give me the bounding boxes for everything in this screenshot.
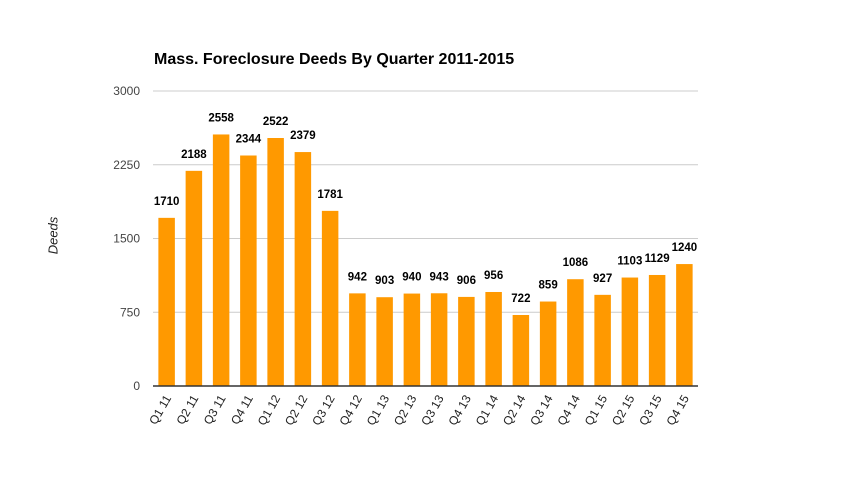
data-label: 722: [511, 293, 530, 305]
x-tick-label: Q4 14: [554, 392, 583, 428]
bar: [430, 293, 448, 386]
y-tick-label: 750: [120, 305, 140, 319]
data-label: 1710: [154, 196, 180, 208]
data-label: 940: [402, 272, 421, 284]
bar: [267, 138, 284, 386]
x-tick-label: Q2 15: [609, 392, 638, 428]
y-tick-label: 3000: [113, 84, 140, 98]
data-label: 927: [593, 273, 612, 285]
data-label: 956: [484, 270, 503, 282]
bar: [158, 217, 175, 386]
data-label: 859: [539, 280, 558, 292]
data-label: 903: [375, 275, 394, 287]
x-tick-label: Q1 13: [364, 392, 393, 428]
data-label: 1103: [617, 256, 642, 268]
data-label: 2558: [208, 112, 234, 124]
bar: [376, 297, 393, 386]
data-label: 943: [430, 271, 449, 283]
bar: [648, 274, 666, 386]
bar: [512, 315, 530, 386]
x-tick-label: Q3 14: [527, 392, 556, 428]
data-label: 1240: [672, 242, 698, 254]
x-tick-label: Q2 12: [282, 392, 311, 428]
data-label: 906: [457, 275, 476, 287]
x-tick-label: Q1 12: [255, 392, 284, 428]
chart-title: Mass. Foreclosure Deeds By Quarter 2011-…: [154, 51, 515, 68]
data-label: 1086: [563, 257, 589, 269]
bar: [621, 277, 639, 386]
data-label: 942: [348, 271, 367, 283]
bar: [676, 264, 693, 386]
x-tick-label: Q2 14: [500, 392, 529, 428]
data-label: 2522: [263, 116, 289, 128]
y-tick-label: 1500: [113, 232, 140, 246]
x-tick-label: Q4 11: [228, 392, 256, 427]
data-label: 1781: [317, 189, 343, 201]
data-label: 1129: [645, 253, 670, 265]
x-tick-label: Q3 13: [418, 392, 447, 428]
x-tick-label: Q3 11: [201, 392, 229, 427]
bar: [240, 155, 257, 386]
x-tick-label: Q4 15: [663, 392, 692, 428]
bar: [485, 291, 502, 386]
x-tick-label: Q3 12: [309, 392, 338, 428]
x-tick-label: Q1 14: [473, 392, 502, 428]
x-tick-label: Q1 15: [582, 392, 611, 428]
bar: [321, 210, 339, 386]
x-tick-label: Q4 12: [336, 392, 365, 428]
x-tick-label: Q4 13: [445, 392, 474, 428]
bar: [294, 152, 312, 386]
bar: [185, 170, 203, 386]
x-tick-label: Q2 11: [173, 392, 201, 427]
bar: [212, 134, 230, 386]
bar: [403, 293, 421, 386]
bar: [458, 296, 475, 386]
bar: [594, 294, 611, 386]
bar: [539, 301, 557, 386]
y-tick-label: 2250: [113, 158, 140, 172]
x-tick-label: Q3 15: [636, 392, 665, 428]
data-label: 2188: [181, 149, 207, 161]
data-label: 2344: [236, 134, 262, 146]
x-tick-label: Q2 13: [391, 392, 420, 428]
data-label: 2379: [290, 130, 316, 142]
bar: [349, 293, 366, 386]
bar: [567, 279, 584, 386]
x-tick-label: Q1 11: [146, 392, 174, 427]
y-tick-label: 0: [133, 379, 140, 393]
